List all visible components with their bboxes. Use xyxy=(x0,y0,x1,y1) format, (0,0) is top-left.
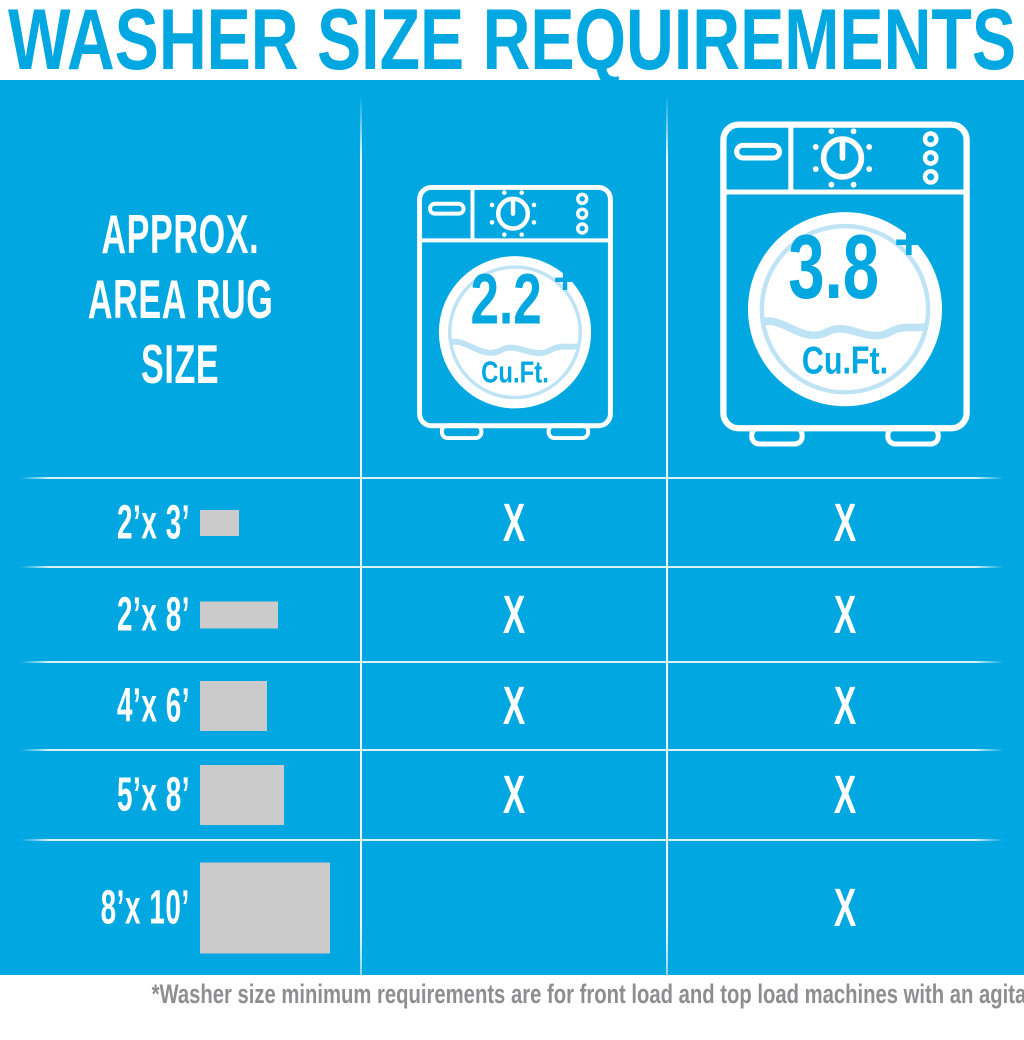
requirements-table: APPROX. AREA RUG SIZE xyxy=(0,80,1024,1040)
dial-tick-dots xyxy=(812,128,873,188)
detergent-drawer-icon xyxy=(428,201,466,216)
washer-body xyxy=(720,121,970,432)
row-label-text: 2’x 8’ xyxy=(116,588,190,641)
x-mark-large-washer: X xyxy=(667,877,1024,939)
x-mark-text: X xyxy=(834,676,857,736)
small-washer-icon: 2.2 + Cu.Ft. xyxy=(417,184,613,441)
row-divider-3 xyxy=(20,661,1004,663)
rug-size-swatch xyxy=(200,681,267,731)
dial-icon xyxy=(495,196,531,231)
x-mark-small-washer: X xyxy=(361,764,667,826)
row-divider-4 xyxy=(20,749,1004,751)
header-line-2: AREA RUG xyxy=(87,268,274,330)
washer-foot-left xyxy=(749,425,805,447)
x-mark-text: X xyxy=(502,584,526,645)
x-mark-large-washer: X xyxy=(667,764,1024,826)
row-label: 2’x 8’ xyxy=(0,587,190,642)
capacity-value: 2.2 xyxy=(470,260,541,339)
row-label: 8’x 10’ xyxy=(0,880,190,935)
door-circle xyxy=(438,256,592,409)
door-circle xyxy=(747,212,943,407)
x-mark-small-washer: X xyxy=(361,584,667,646)
row-label-text: 5’x 8’ xyxy=(116,768,190,822)
rug-size-swatch xyxy=(200,509,239,536)
washer-foot-right xyxy=(546,423,591,441)
capacity-unit: Cu.Ft. xyxy=(481,355,549,390)
x-mark-large-washer: X xyxy=(667,492,1024,554)
x-mark-large-washer: X xyxy=(667,584,1024,646)
row-label: 2’x 3’ xyxy=(0,495,190,550)
x-mark-small-washer xyxy=(361,877,667,939)
footnote-text: *Washer size minimum requirements are fo… xyxy=(151,979,1024,1009)
rug-size-column-header: APPROX. AREA RUG SIZE xyxy=(0,202,361,397)
x-mark-text: X xyxy=(834,765,857,825)
row-label: 4’x 6’ xyxy=(0,679,190,734)
row-label-text: 4’x 6’ xyxy=(116,679,190,733)
header-line-3: SIZE xyxy=(141,333,220,395)
row-divider-5 xyxy=(20,839,1004,841)
table-row: 8’x 10’ X xyxy=(0,840,1024,975)
x-mark-small-washer: X xyxy=(361,675,667,737)
row-label-text: 8’x 10’ xyxy=(100,881,190,934)
table-row: 2’x 3’ X X xyxy=(0,478,1024,567)
rug-size-swatch xyxy=(200,862,330,953)
capacity-unit: Cu.Ft. xyxy=(802,339,888,382)
page-title: WASHER SIZE REQUIREMENTS xyxy=(8,0,1016,80)
page-title-text: WASHER SIZE REQUIREMENTS xyxy=(8,0,1016,80)
row-label: 5’x 8’ xyxy=(0,768,190,823)
x-mark-text: X xyxy=(502,492,526,553)
rug-size-swatch xyxy=(200,601,278,628)
footnote: *Washer size minimum requirements are fo… xyxy=(0,979,1024,1010)
button-icons xyxy=(576,192,589,235)
door-inner-ring xyxy=(448,265,582,400)
capacity-value: 3.8 xyxy=(788,215,879,317)
x-mark-small-washer: X xyxy=(361,492,667,554)
row-label-text: 2’x 3’ xyxy=(116,496,190,549)
button-icons xyxy=(922,131,939,185)
table-row: 2’x 8’ X X xyxy=(0,567,1024,662)
capacity-plus: + xyxy=(554,258,577,302)
x-mark-text: X xyxy=(834,584,857,645)
water-wave-icon xyxy=(449,335,581,356)
table-row: 5’x 8’ X X xyxy=(0,750,1024,840)
dial-tick-dots xyxy=(489,190,537,237)
dial-icon xyxy=(820,136,865,180)
header-line-1: APPROX. xyxy=(101,203,260,265)
table-row: 4’x 6’ X X xyxy=(0,662,1024,750)
x-mark-text: X xyxy=(502,765,526,825)
washer-foot-left xyxy=(439,423,484,441)
x-mark-text: X xyxy=(502,676,526,736)
x-mark-large-washer: X xyxy=(667,675,1024,737)
washer-foot-right xyxy=(885,425,941,447)
row-divider-1 xyxy=(20,477,1004,479)
rug-size-swatch xyxy=(200,765,284,825)
capacity-plus: + xyxy=(894,213,923,270)
water-wave-icon xyxy=(761,312,929,340)
x-mark-text: X xyxy=(834,877,857,938)
washer-body xyxy=(417,184,613,429)
row-divider-2 xyxy=(20,566,1004,568)
detergent-drawer-icon xyxy=(734,142,782,161)
large-washer-icon: 3.8 + Cu.Ft. xyxy=(720,121,970,447)
door-inner-ring xyxy=(759,223,931,395)
x-mark-text: X xyxy=(834,492,857,553)
